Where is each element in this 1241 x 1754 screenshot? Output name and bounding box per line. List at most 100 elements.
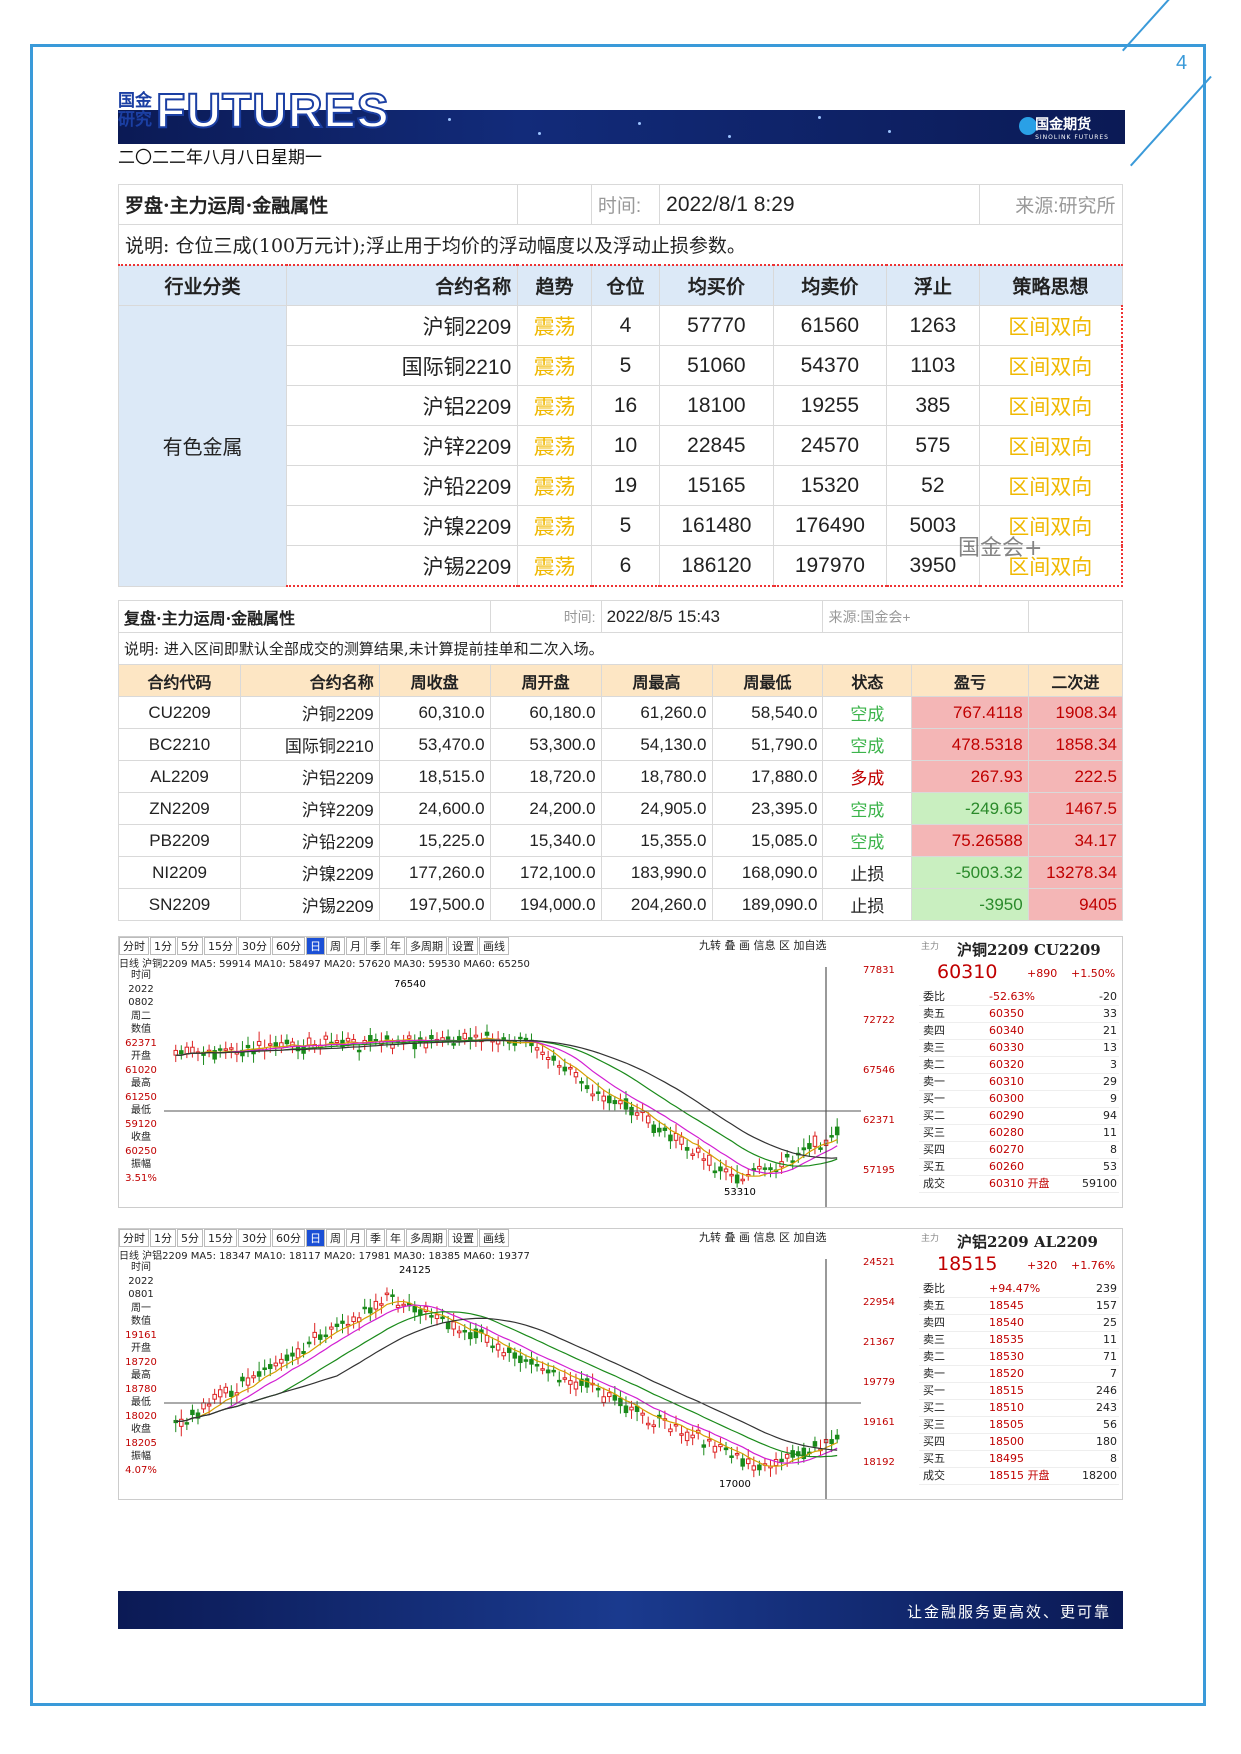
candle <box>740 1178 745 1182</box>
table-row: 沪锡2209 震荡 6 186120 197970 3950 区间双向 <box>119 545 1123 587</box>
period-tab[interactable]: 30分 <box>238 1229 271 1247</box>
period-tab[interactable]: 季 <box>366 1229 385 1247</box>
status: 止损 <box>822 856 913 889</box>
status: 止损 <box>822 888 913 921</box>
contract-code: PB2209 <box>117 824 242 857</box>
candle <box>718 1166 723 1172</box>
candle <box>318 1334 323 1340</box>
trend: 震荡 <box>517 545 592 587</box>
candle <box>690 1434 695 1439</box>
float-stop: 575 <box>886 425 980 466</box>
candle <box>595 1091 601 1094</box>
copper-kline-chart[interactable]: 分时 1分 5分 15分 30分 60分日周月季年多周期 设置 画线 九转 叠 画 信息 区 加… <box>118 936 1123 1208</box>
candle <box>490 1345 495 1349</box>
candle <box>534 1364 540 1367</box>
candle <box>801 1447 807 1460</box>
order-book-row: 买四 60270 8 <box>919 1142 1119 1159</box>
table-row: CU2209 沪铜2209 60,310.0 60,180.0 61,260.0 58,5… <box>117 696 1124 729</box>
chart-tools[interactable]: 九转 叠 画 信息 区 加自选 <box>699 1231 827 1244</box>
y-axis: 24521 22954 21367 19779 19161 18192 <box>861 1229 921 1499</box>
candle <box>406 1035 412 1039</box>
candle <box>590 1093 595 1097</box>
week-close: 18,515.0 <box>378 760 491 793</box>
candle <box>568 1066 573 1070</box>
candle <box>212 1050 217 1060</box>
period-tab[interactable]: 15分 <box>204 937 237 955</box>
period-tab[interactable]: 5分 <box>177 937 203 955</box>
period-tab[interactable]: 月 <box>346 1229 365 1247</box>
period-tab[interactable]: 60分 <box>272 937 305 955</box>
candle <box>495 1343 501 1351</box>
period-tab[interactable]: 分时 <box>119 1229 149 1247</box>
candle <box>796 1451 801 1457</box>
contract-name: 沪镍2209 <box>286 505 519 546</box>
candle <box>306 1037 312 1046</box>
week-close: 177,260.0 <box>378 856 491 889</box>
candle <box>179 1418 184 1427</box>
period-tab[interactable]: 周 <box>326 1229 345 1247</box>
table-row: 有色金属 沪铜2209 震荡 4 57770 61560 1263 区间双向 <box>117 305 1123 587</box>
week-low: 17,880.0 <box>711 760 824 793</box>
time-label: 时间: <box>590 184 661 225</box>
period-tab[interactable]: 年 <box>386 937 405 955</box>
period-tab[interactable]: 多周期 <box>406 1229 447 1247</box>
period-tab[interactable]: 15分 <box>204 1229 237 1247</box>
company-logo-icon <box>1019 117 1037 135</box>
avg-buy: 51060 <box>659 345 774 386</box>
period-tab[interactable]: 1分 <box>150 1229 176 1247</box>
order-book-row: 卖二 60320 3 <box>919 1057 1119 1074</box>
brand-header: 国金 研究 FUTURES 国金期货 SINOLINK FUTURES <box>118 84 1125 144</box>
avg-buy: 186120 <box>659 545 774 587</box>
aluminum-kline-chart[interactable]: 分时 1分 5分 15分 30分 60分日周月季年多周期 设置 画线 九转 叠 画 信息 区 加… <box>118 1228 1123 1500</box>
candle <box>223 1386 229 1394</box>
period-tab[interactable]: 设置 <box>448 937 478 955</box>
period-tab[interactable]: 月 <box>346 937 365 955</box>
contract-name: 国际铜2210 <box>240 728 380 761</box>
period-tab[interactable]: 日 <box>306 937 325 955</box>
contract-code: BC2210 <box>117 728 242 761</box>
price-change-pct: +1.50% <box>1071 967 1116 980</box>
candle <box>373 1300 379 1310</box>
order-book-row: 买一 60300 9 <box>919 1091 1119 1108</box>
period-tab[interactable]: 年 <box>386 1229 405 1247</box>
period-tab[interactable]: 1分 <box>150 937 176 955</box>
period-tab[interactable]: 画线 <box>479 1229 509 1247</box>
contract-name: 沪锌2209 <box>240 792 380 825</box>
candle <box>184 1422 190 1425</box>
period-tab[interactable]: 多周期 <box>406 937 447 955</box>
trend: 震荡 <box>517 385 592 426</box>
week-high: 15,355.0 <box>600 824 713 857</box>
contract-name: 沪铝2209 <box>286 385 519 426</box>
page-frame <box>30 44 1206 1706</box>
ma-line <box>175 1317 838 1451</box>
week-high: 183,990.0 <box>600 856 713 889</box>
period-tab[interactable]: 5分 <box>177 1229 203 1247</box>
period-tab[interactable]: 30分 <box>238 937 271 955</box>
period-tab[interactable]: 60分 <box>272 1229 305 1247</box>
period-tab[interactable]: 季 <box>366 937 385 955</box>
candle <box>190 1046 195 1054</box>
order-book-row: 卖五 18545 157 <box>919 1298 1119 1315</box>
candle <box>345 1037 351 1042</box>
cursor-info: 时间 2022 0802 周二 数值 62371 开盘 61020 最高 61250 最低 59120… <box>125 970 157 1184</box>
position: 6 <box>590 545 661 587</box>
candle <box>757 1165 762 1170</box>
candle <box>395 1304 401 1309</box>
candle <box>668 1134 673 1142</box>
kline-plot[interactable]: 76540 53310 <box>164 967 861 1207</box>
period-tab[interactable]: 设置 <box>448 1229 478 1247</box>
candle <box>267 1043 273 1046</box>
candle <box>790 1160 795 1163</box>
order-book-row: 买二 18510 243 <box>919 1400 1119 1417</box>
ma-line <box>175 1038 838 1174</box>
candle <box>712 1445 718 1453</box>
candle <box>323 1035 329 1040</box>
chart-tools[interactable]: 九转 叠 画 信息 区 加自选 <box>699 939 827 952</box>
kline-plot[interactable]: 24125 17000 <box>164 1259 861 1499</box>
float-stop: 385 <box>886 385 980 426</box>
period-tab[interactable]: 分时 <box>119 937 149 955</box>
period-tab[interactable]: 日 <box>306 1229 325 1247</box>
period-tab[interactable]: 画线 <box>479 937 509 955</box>
candle <box>584 1378 590 1388</box>
period-tab[interactable]: 周 <box>326 937 345 955</box>
